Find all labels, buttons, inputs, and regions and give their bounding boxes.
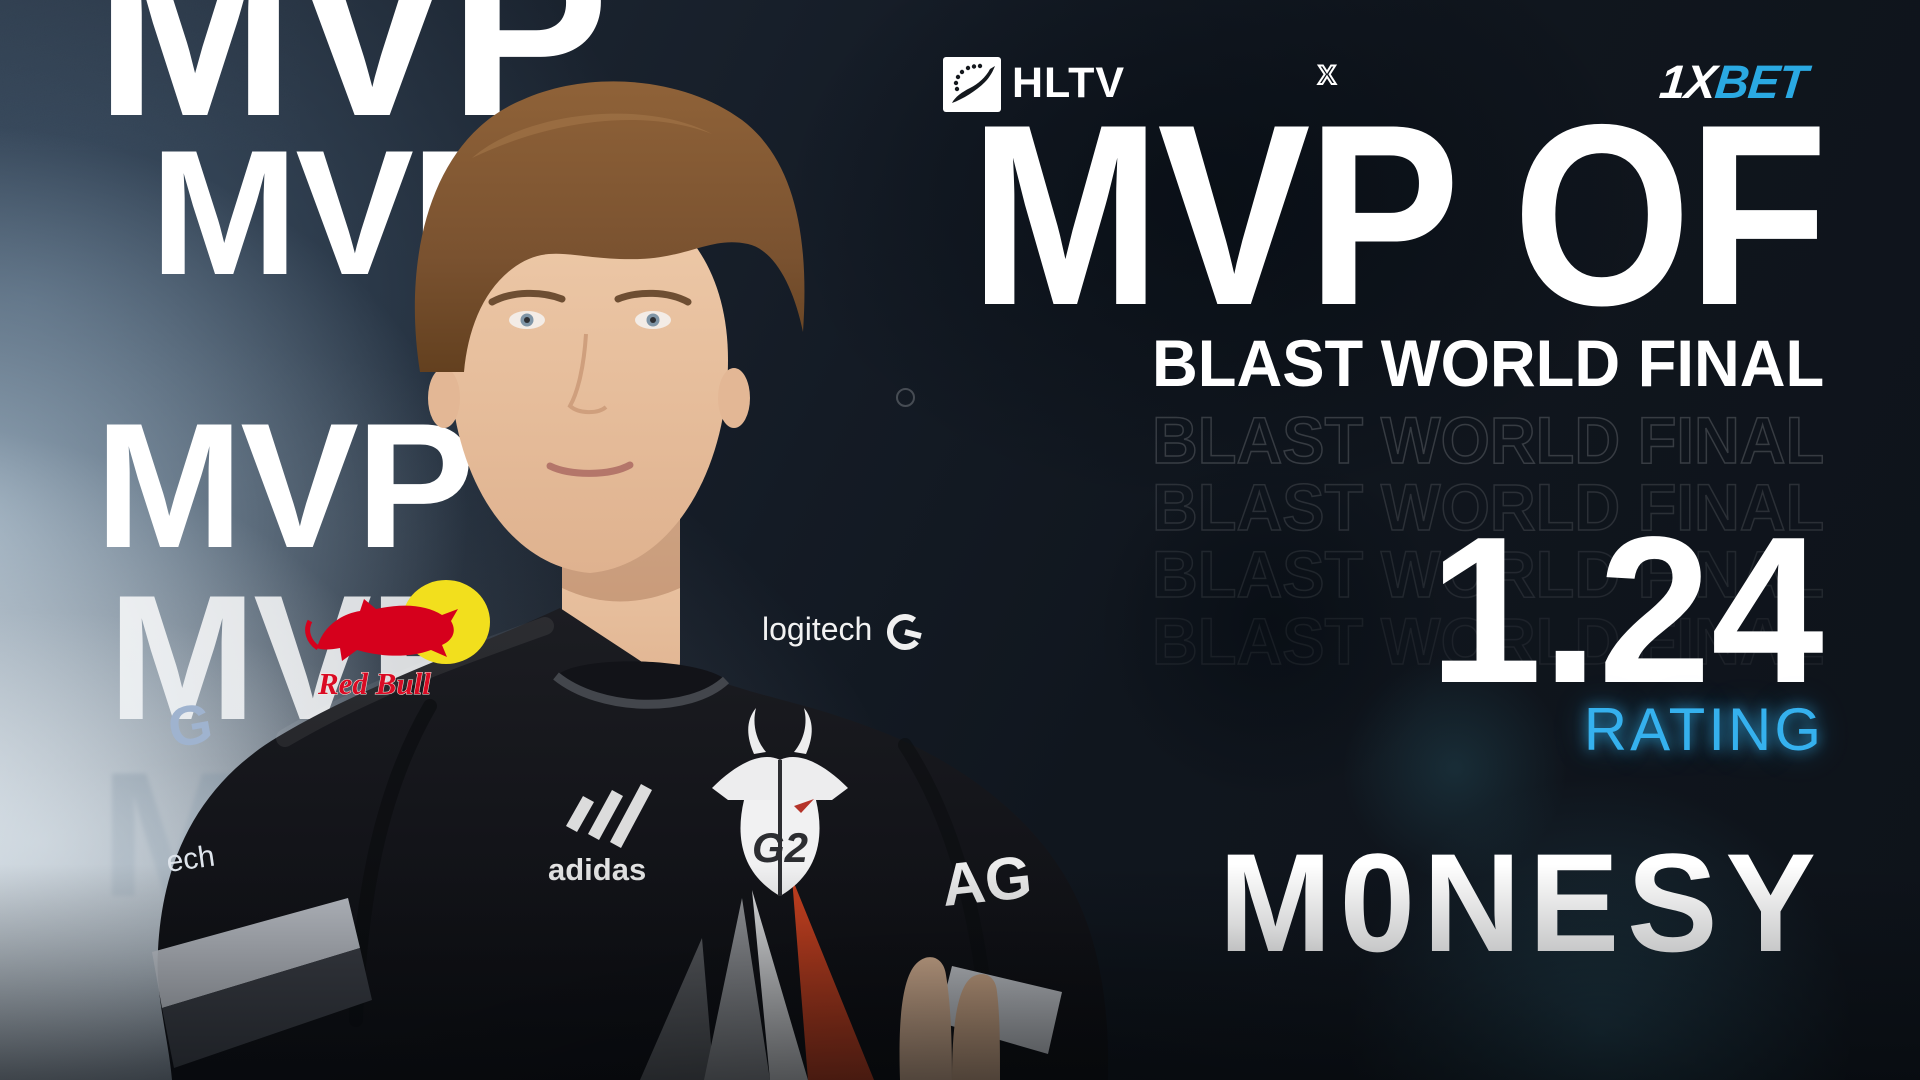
rating-value: 1.24 xyxy=(1429,494,1824,727)
rating-label: RATING xyxy=(1583,696,1824,763)
mvp-pattern-row-3: MVP xyxy=(95,386,475,585)
headline-event-name: BLAST WORLD FINAL xyxy=(1151,326,1824,400)
headline-mvp-of: MVP OF xyxy=(969,70,1827,359)
mvp-pattern-row-4: MVP xyxy=(108,558,488,757)
player-name: M0NESY xyxy=(1218,824,1824,981)
decor-ring xyxy=(896,388,915,407)
mvp-pattern-row-2: MVP xyxy=(150,113,530,312)
headline-event-ghost-1: BLAST WORLD FINAL xyxy=(1151,403,1825,477)
mvp-pattern-row-5-reflection: M xyxy=(100,735,248,934)
